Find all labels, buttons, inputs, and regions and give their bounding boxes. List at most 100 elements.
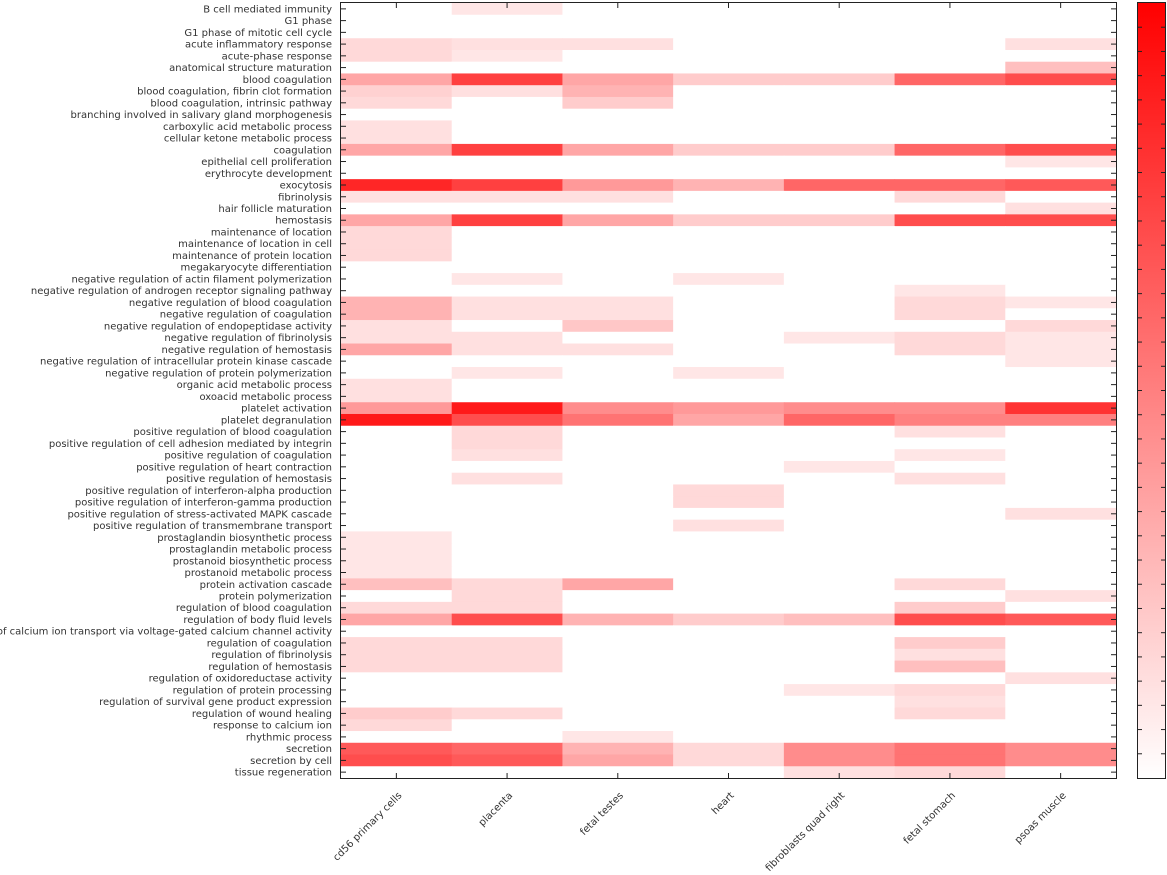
row-label: blood coagulation	[243, 75, 332, 86]
heatmap-cell	[562, 132, 674, 145]
heatmap-cell	[562, 484, 674, 497]
heatmap-cell	[1005, 378, 1117, 391]
heatmap-cell	[783, 731, 896, 744]
heatmap-cell	[1005, 320, 1117, 333]
row-label: blood coagulation, intrinsic pathway	[150, 98, 332, 109]
heatmap-cell	[451, 613, 563, 626]
row-label: coagulation	[274, 145, 333, 156]
heatmap-cell	[451, 484, 563, 497]
heatmap-cell	[1005, 601, 1117, 615]
heatmap-cell	[783, 143, 896, 157]
heatmap-cell	[673, 648, 785, 662]
heatmap-cell	[1005, 367, 1117, 380]
row-label: G1 phase of mitotic cell cycle	[184, 28, 332, 39]
heatmap-cell	[783, 226, 896, 239]
heatmap-cell	[1005, 472, 1117, 485]
heatmap-cell	[783, 308, 896, 321]
heatmap-cell	[673, 155, 785, 168]
heatmap-cell	[783, 742, 896, 756]
heatmap-cell	[894, 237, 1006, 251]
heatmap-cell	[673, 120, 785, 133]
heatmap-cell	[562, 143, 674, 157]
heatmap-cell	[341, 120, 453, 133]
heatmap-cell	[783, 566, 896, 579]
heatmap-cell	[562, 695, 674, 709]
heatmap-cell	[341, 273, 453, 286]
heatmap-cell	[451, 519, 563, 532]
heatmap-cell	[783, 49, 896, 63]
row-label: G1 phase	[285, 16, 332, 27]
row-label: prostaglandin biosynthetic process	[157, 533, 332, 544]
heatmap-cell	[451, 578, 563, 591]
heatmap-cell	[783, 202, 896, 215]
heatmap-cell	[783, 96, 896, 110]
heatmap-cell	[673, 261, 785, 274]
heatmap-cell	[1005, 38, 1117, 51]
heatmap-cell	[562, 531, 674, 544]
row-label: positive regulation of transmembrane tra…	[93, 521, 332, 532]
heatmap-cell	[894, 38, 1006, 51]
heatmap-cell	[1005, 343, 1117, 356]
heatmap-cell	[1005, 496, 1117, 509]
heatmap-cell	[562, 26, 674, 39]
heatmap-cell	[1005, 226, 1117, 239]
heatmap-cell	[673, 237, 785, 251]
heatmap-cell	[562, 378, 674, 391]
row-label: negative regulation of coagulation	[160, 310, 332, 321]
heatmap-cell	[562, 73, 674, 86]
heatmap-cell	[783, 519, 896, 532]
heatmap-cell	[451, 3, 563, 16]
heatmap-cell	[341, 202, 453, 215]
heatmap-cell	[1005, 3, 1117, 16]
heatmap-cell	[451, 61, 563, 74]
heatmap-cell	[341, 26, 453, 39]
heatmap-cell	[1005, 214, 1117, 227]
heatmap-cell	[673, 413, 785, 427]
heatmap-cell	[1005, 14, 1117, 27]
heatmap-cell	[562, 108, 674, 121]
heatmap-cell	[341, 179, 453, 192]
heatmap-cell	[451, 190, 563, 204]
heatmap-cell	[341, 684, 453, 697]
heatmap-cell	[1005, 132, 1117, 145]
heatmap-cell	[783, 449, 896, 462]
heatmap-cell	[894, 120, 1006, 133]
heatmap-cell	[894, 26, 1006, 39]
heatmap-cell	[562, 237, 674, 251]
heatmap-cell	[673, 73, 785, 86]
heatmap-cell	[1005, 742, 1117, 756]
heatmap-cell	[562, 249, 674, 262]
heatmap-cell	[341, 378, 453, 391]
heatmap-cell	[783, 14, 896, 27]
heatmap-cell	[562, 296, 674, 309]
heatmap-cell	[783, 543, 896, 556]
heatmap-cell	[562, 14, 674, 27]
heatmap-cell	[894, 179, 1006, 192]
heatmap-cell	[451, 672, 563, 685]
row-label: regulation of wound healing	[192, 709, 332, 720]
heatmap-cell	[341, 660, 453, 673]
heatmap-cell	[1005, 437, 1117, 450]
heatmap-cell	[673, 613, 785, 626]
heatmap-cell	[894, 601, 1006, 615]
heatmap-cell	[894, 437, 1006, 450]
row-label: positive regulation of interferon-gamma …	[75, 498, 332, 509]
heatmap-cell	[783, 390, 896, 403]
heatmap-cell	[562, 672, 674, 685]
heatmap-cell	[562, 202, 674, 215]
heatmap-cell	[1005, 26, 1117, 39]
row-label: rhythmic process	[246, 732, 332, 743]
heatmap-cell	[894, 413, 1006, 427]
row-label: negative regulation of hemostasis	[161, 345, 332, 356]
heatmap-cell	[562, 684, 674, 697]
row-label: protein polymerization	[219, 591, 332, 602]
heatmap-cell	[894, 637, 1006, 650]
row-label: regulation of protein processing	[173, 685, 332, 696]
row-label: regulation of body fluid levels	[183, 615, 332, 626]
heatmap-cell	[451, 590, 563, 603]
heatmap-cell	[562, 355, 674, 368]
heatmap-cell	[451, 214, 563, 227]
heatmap-cell	[673, 355, 785, 368]
row-label: megakaryocyte differentiation	[181, 263, 332, 274]
